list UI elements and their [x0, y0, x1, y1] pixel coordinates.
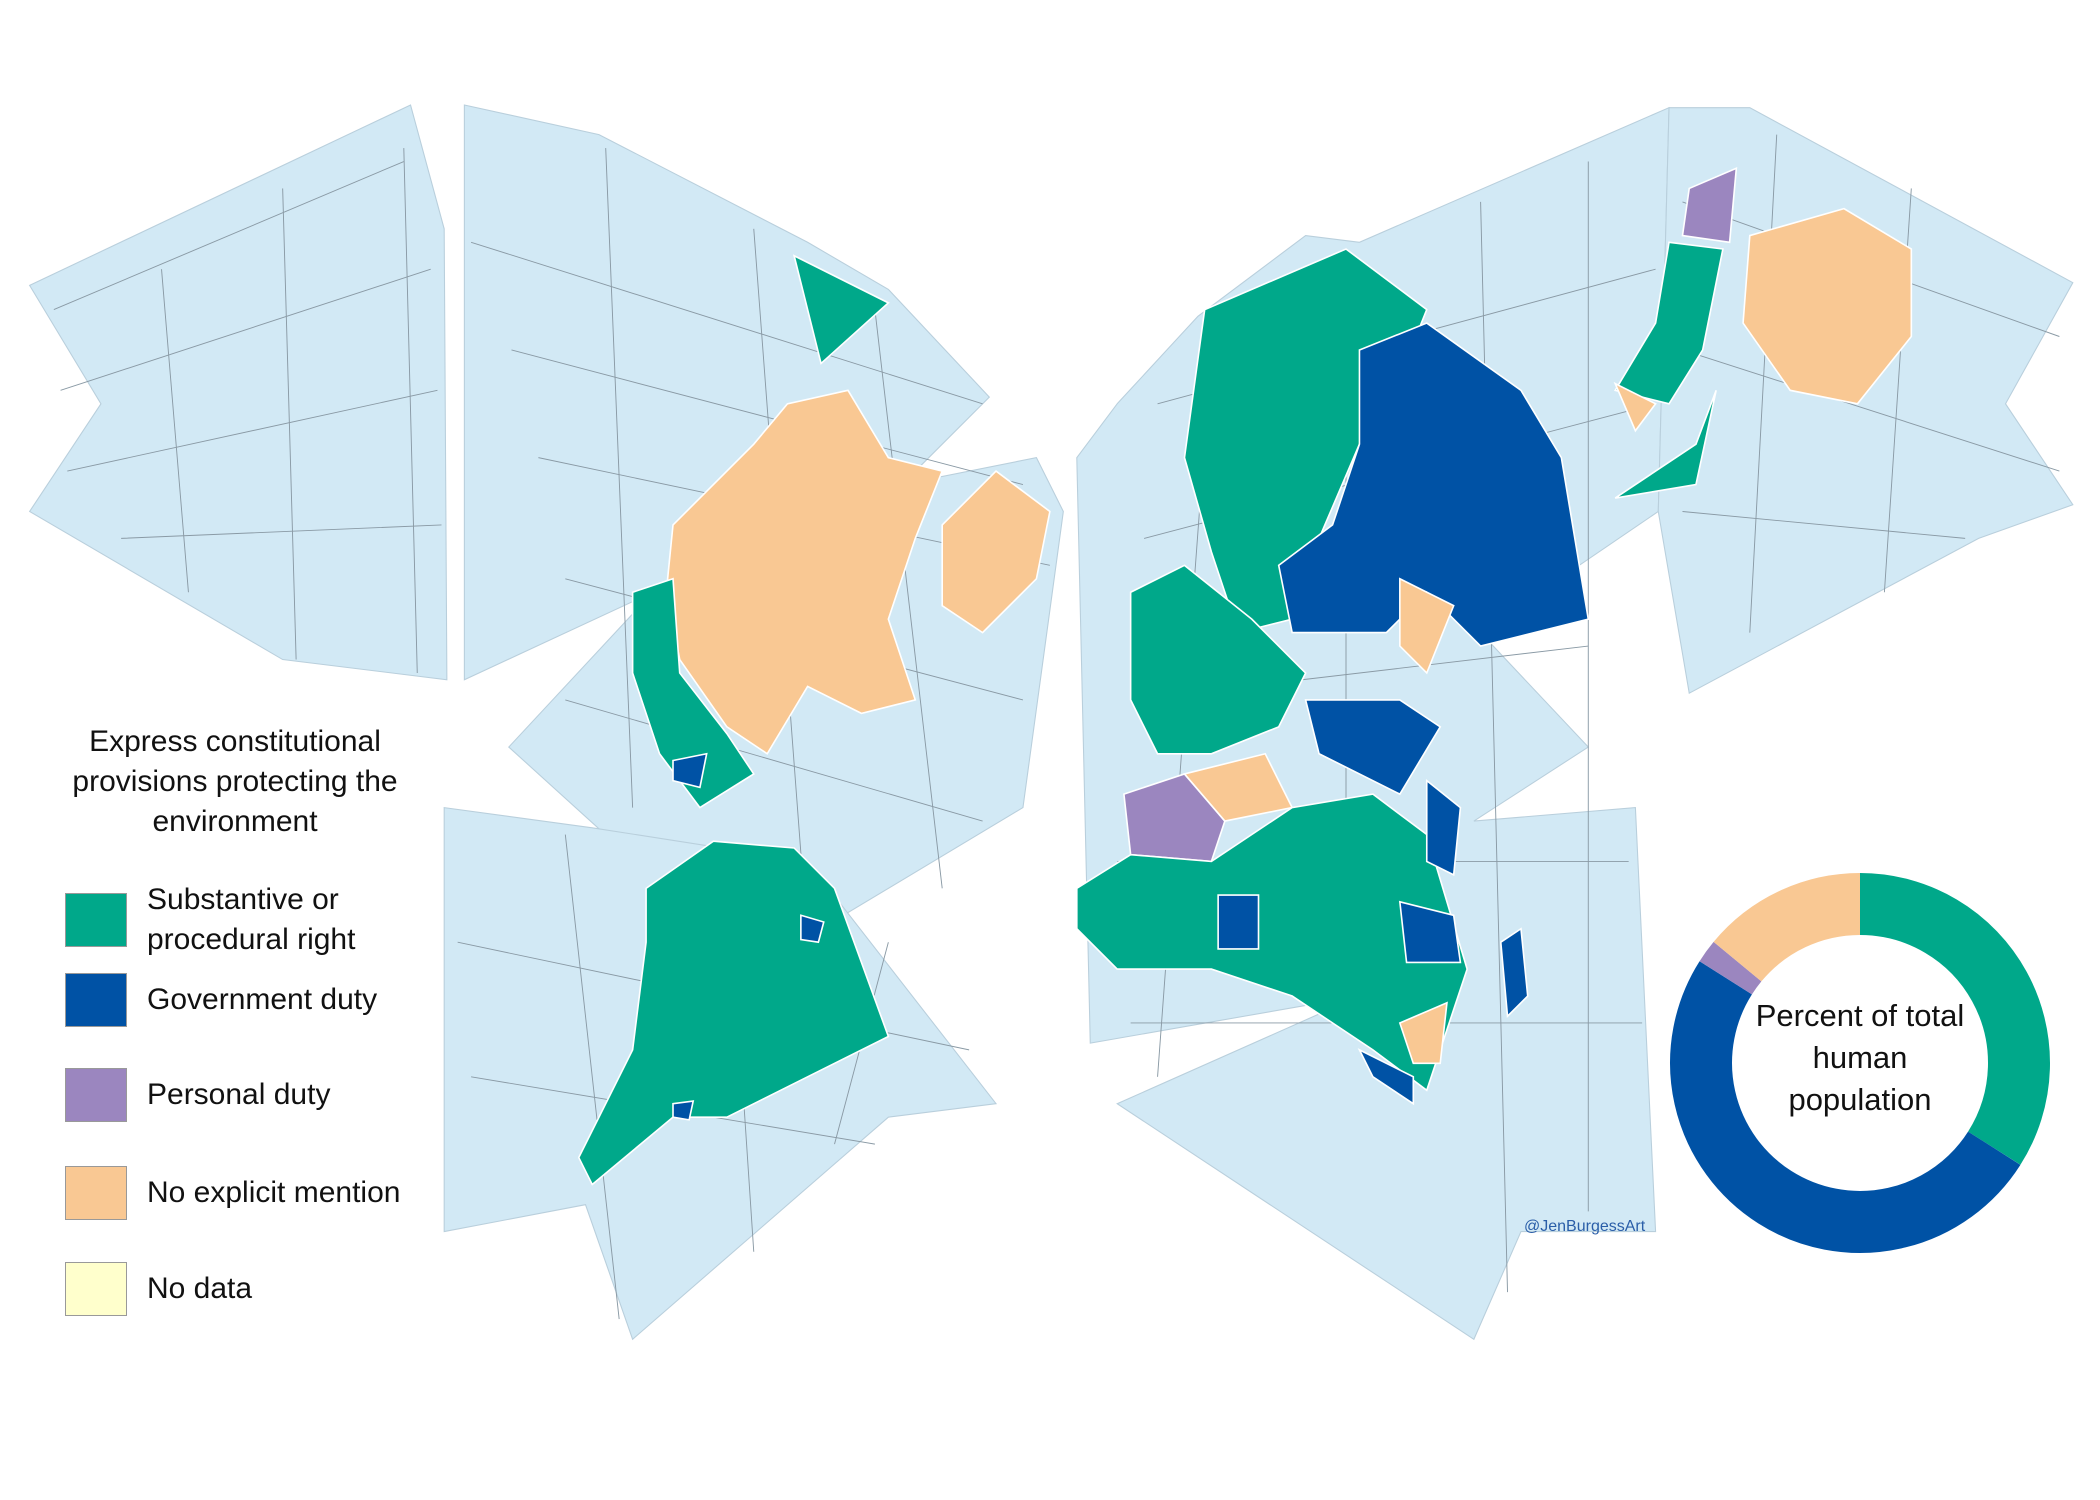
- donut-segment: [1670, 961, 2021, 1253]
- legend-label: Government duty: [147, 983, 378, 1016]
- legend-item: Substantive or procedural right: [65, 880, 447, 960]
- donut-title: Percent of total human population: [1755, 998, 1965, 1117]
- legend-swatch: [65, 1166, 127, 1220]
- legend-item: Personal duty: [65, 1068, 447, 1122]
- legend-swatch: [65, 1068, 127, 1122]
- legend-label: Personal duty: [147, 1078, 331, 1111]
- legend-item: Government duty: [65, 973, 447, 1027]
- world-map: [28, 104, 2074, 1341]
- legend-item: No data: [65, 1262, 447, 1316]
- donut-segment: [1699, 941, 1762, 995]
- land: [577, 166, 1913, 1186]
- legend-label: No explicit mention: [147, 1176, 401, 1209]
- credit: @JenBurgessArt: [1524, 1218, 1646, 1235]
- legend-label: No data: [147, 1272, 253, 1305]
- donut-segment: [1859, 873, 2050, 1165]
- legend-swatch: [65, 973, 127, 1027]
- donut-segment: [1713, 873, 1861, 983]
- legend-item: No explicit mention: [65, 1166, 447, 1220]
- legend-title: Express constitutional provisions protec…: [72, 725, 398, 838]
- legend-swatch: [65, 1262, 127, 1316]
- legend-label: Substantive or procedural right: [147, 883, 356, 956]
- legend-swatch: [65, 893, 127, 947]
- donut-chart: [1670, 873, 2050, 1253]
